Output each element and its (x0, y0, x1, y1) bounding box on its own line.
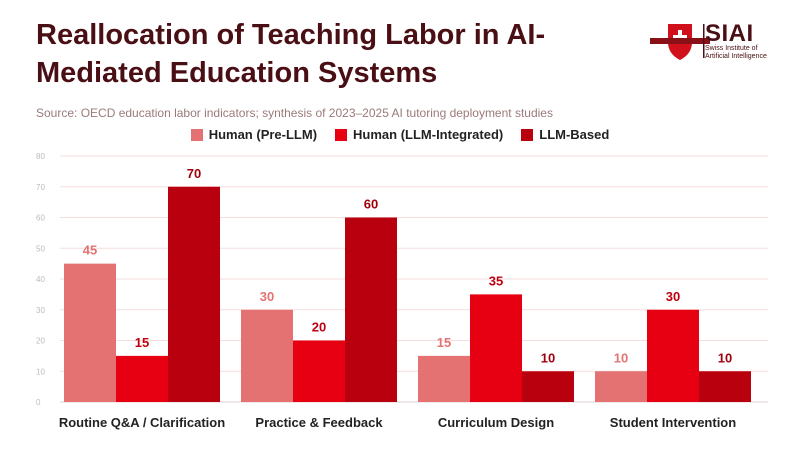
swiss-shield-icon (650, 24, 710, 60)
legend-swatch-1 (335, 128, 348, 141)
bar-1-2 (345, 217, 397, 402)
data-label-1-1: 20 (312, 320, 326, 335)
legend-item-2: LLM-Based (521, 127, 609, 142)
y-tick-label-1: 10 (36, 367, 45, 376)
bar-0-0 (64, 263, 116, 402)
bar-1-1 (293, 340, 345, 402)
legend-item-0: Human (Pre-LLM) (190, 127, 318, 142)
data-label-0-1: 15 (135, 335, 149, 350)
chart-subtitle: Source: OECD education labor indicators;… (36, 106, 553, 120)
y-tick-label-5: 50 (36, 244, 45, 253)
legend-label-1: Human (LLM-Integrated) (353, 127, 504, 142)
logo-subtitle: Swiss Institute of Artificial Intelligen… (705, 45, 767, 60)
y-tick-label-7: 70 (36, 183, 45, 192)
data-label-3-1: 30 (666, 289, 680, 304)
y-tick-label-2: 20 (36, 337, 45, 346)
data-label-3-0: 10 (614, 350, 628, 365)
bar-1-0 (241, 309, 293, 402)
logo-emblem (650, 24, 710, 60)
data-label-2-2: 10 (541, 350, 555, 365)
x-category-label-1: Practice & Feedback (255, 415, 383, 430)
x-category-label-0: Routine Q&A / Clarification (59, 415, 225, 430)
data-label-0-0: 45 (83, 243, 97, 258)
legend-label-2: LLM-Based (539, 127, 610, 142)
bar-3-1 (647, 309, 699, 402)
legend-swatch-0 (190, 128, 203, 141)
y-tick-label-8: 80 (36, 152, 45, 161)
data-label-3-2: 10 (718, 350, 732, 365)
bar-3-0 (595, 371, 647, 402)
data-label-2-0: 15 (437, 335, 451, 350)
bar-2-2 (522, 371, 574, 402)
data-label-1-2: 60 (364, 197, 378, 212)
logo-text: SIAI (705, 20, 754, 47)
data-label-2-1: 35 (489, 273, 503, 288)
legend: Human (Pre-LLM) Human (LLM-Integrated) L… (0, 127, 800, 142)
data-label-1-0: 30 (260, 289, 274, 304)
y-tick-label-4: 40 (36, 275, 45, 284)
bar-3-2 (699, 371, 751, 402)
legend-swatch-2 (521, 128, 534, 141)
x-category-label-3: Student Intervention (610, 415, 736, 430)
data-label-0-2: 70 (187, 166, 201, 181)
bar-2-1 (470, 294, 522, 402)
legend-item-1: Human (LLM-Integrated) (335, 127, 503, 142)
bar-0-2 (168, 186, 220, 402)
legend-label-0: Human (Pre-LLM) (208, 127, 318, 142)
y-tick-label-0: 0 (36, 398, 41, 407)
x-category-label-2: Curriculum Design (438, 415, 554, 430)
bar-2-0 (418, 355, 470, 402)
chart-title: Reallocation of Teaching Labor in AI-Med… (36, 19, 546, 89)
y-tick-label-6: 60 (36, 214, 45, 223)
bar-0-1 (116, 355, 168, 402)
y-tick-label-3: 30 (36, 306, 45, 315)
